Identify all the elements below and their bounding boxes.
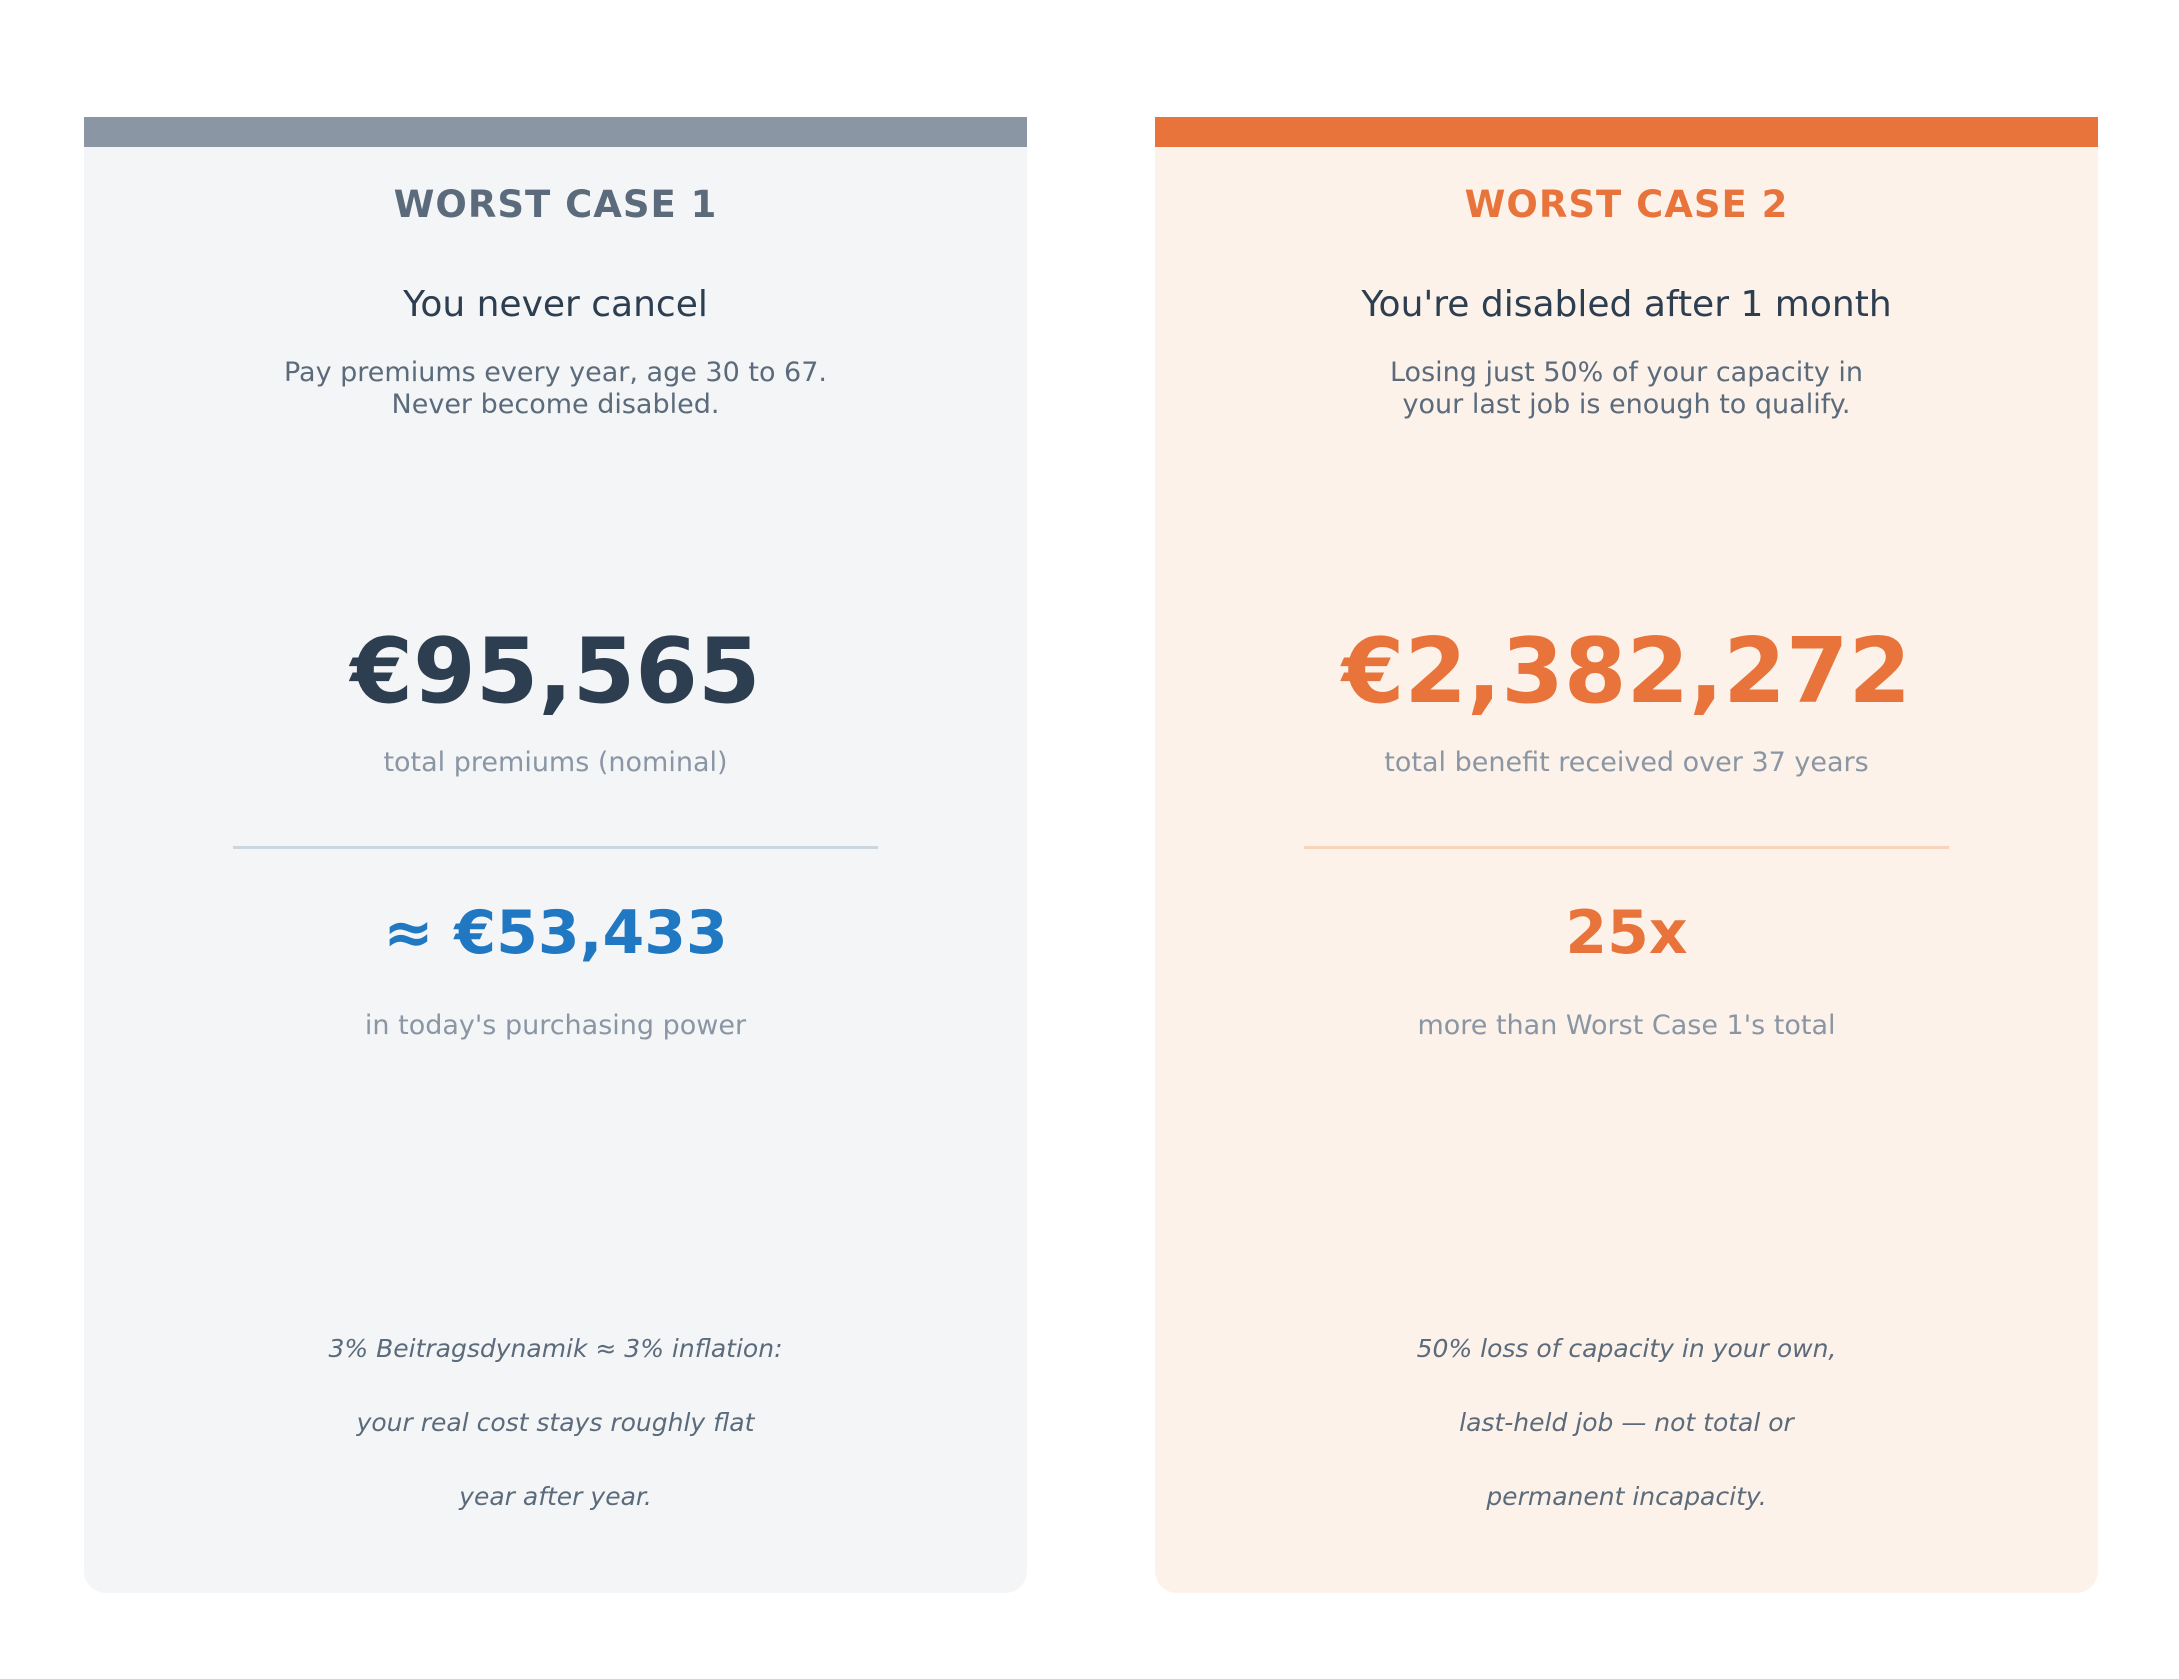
note-line: last-held job — not total or (1459, 1408, 1794, 1437)
description-line: Pay premiums every year, age 30 to 67. (283, 357, 827, 388)
description-line: Losing just 50% of your capacity in (1389, 357, 1863, 388)
description-line: Never become disabled. (391, 389, 720, 420)
card-note: 3% Beitragsdynamik ≈ 3% inflation: your … (84, 1312, 1027, 1534)
note-line: year after year. (459, 1482, 652, 1511)
note-line: your real cost stays roughly flat (356, 1408, 755, 1437)
worst-case-2-card: WORST CASE 2 You're disabled after 1 mon… (1155, 117, 2098, 1593)
primary-caption: total benefit received over 37 years (1384, 747, 1869, 778)
card-description: Pay premiums every year, age 30 to 67. N… (84, 357, 1027, 421)
card-label: WORST CASE 1 (393, 183, 718, 226)
worst-case-1-card: WORST CASE 1 You never cancel Pay premiu… (84, 117, 1027, 1593)
primary-caption: total premiums (nominal) (383, 747, 728, 778)
card-label: WORST CASE 2 (1464, 183, 1789, 226)
card-headline: You're disabled after 1 month (1361, 284, 1892, 325)
card-accent-bar (84, 117, 1027, 147)
divider (1304, 846, 1949, 849)
secondary-value: ≈ €53,433 (383, 898, 728, 968)
card-accent-bar (1155, 117, 2098, 147)
card-note: 50% loss of capacity in your own, last-h… (1155, 1312, 2098, 1534)
note-line: permanent incapacity. (1486, 1482, 1767, 1511)
primary-value: €95,565 (350, 619, 761, 724)
divider (233, 846, 878, 849)
card-headline: You never cancel (403, 284, 708, 325)
primary-value: €2,382,272 (1341, 619, 1912, 724)
secondary-value: 25x (1565, 898, 1688, 968)
note-line: 3% Beitragsdynamik ≈ 3% inflation: (328, 1334, 783, 1363)
secondary-caption: in today's purchasing power (364, 1010, 747, 1041)
description-line: your last job is enough to qualify. (1402, 389, 1851, 420)
card-description: Losing just 50% of your capacity in your… (1155, 357, 2098, 421)
secondary-caption: more than Worst Case 1's total (1417, 1010, 1836, 1041)
note-line: 50% loss of capacity in your own, (1416, 1334, 1837, 1363)
